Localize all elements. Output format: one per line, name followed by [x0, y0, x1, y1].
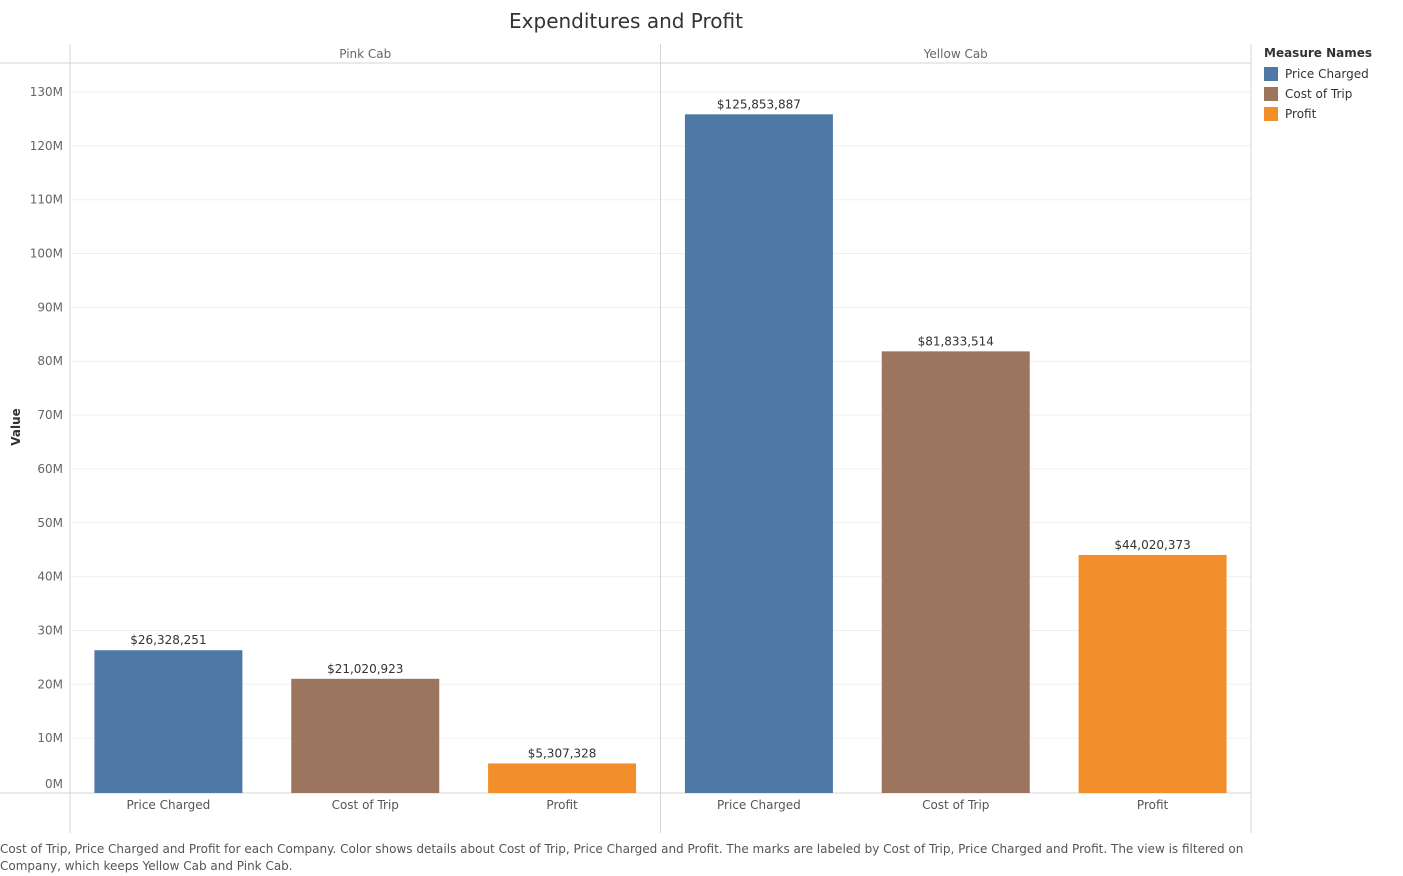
data-label-yellow-cab-cost-of-trip: $81,833,514 — [918, 334, 994, 348]
bar-pink-cab-cost-of-trip — [291, 678, 440, 793]
y-tick-label-20m: 20M — [37, 677, 63, 691]
x-tick-label-pink-cab-price-charged: Price Charged — [127, 798, 211, 812]
x-tick-label-pink-cab-cost-of-trip: Cost of Trip — [332, 798, 399, 812]
data-label-pink-cab-price-charged: $26,328,251 — [130, 633, 206, 647]
y-tick-label-60m: 60M — [37, 462, 63, 476]
y-tick-label-130m: 130M — [30, 85, 63, 99]
x-tick-label-yellow-cab-profit: Profit — [1137, 798, 1169, 812]
y-axis-ticks: 0M 10M 20M 30M 40M 50M 60M 70M 80M 90M 100M 110M 120… — [30, 85, 63, 791]
y-axis-title: Value — [9, 408, 23, 446]
y-tick-label-10m: 10M — [37, 731, 63, 745]
y-tick-label-70m: 70M — [37, 408, 63, 422]
bar-yellow-cab-profit — [1078, 554, 1227, 793]
panel-pink-cab: Pink Cab $26,328,251 Price Charged $21,020,… — [94, 47, 637, 812]
panel-header-pink-cab: Pink Cab — [339, 47, 391, 61]
legend-swatch-price-charged — [1264, 67, 1278, 81]
legend-label-price-charged: Price Charged — [1285, 67, 1369, 81]
chart-caption: Cost of Trip, Price Charged and Profit f… — [0, 842, 1244, 873]
y-tick-label-100m: 100M — [30, 247, 63, 261]
y-tick-label-120m: 120M — [30, 139, 63, 153]
panel-yellow-cab: Yellow Cab $125,853,887 Price Charged $81,8… — [684, 47, 1227, 812]
data-label-pink-cab-profit: $5,307,328 — [528, 746, 597, 760]
legend-swatch-cost-of-trip — [1264, 87, 1278, 101]
data-label-pink-cab-cost-of-trip: $21,020,923 — [327, 662, 403, 676]
y-tick-label-110m: 110M — [30, 193, 63, 207]
bar-pink-cab-price-charged — [94, 650, 243, 793]
bar-pink-cab-profit — [488, 763, 637, 793]
y-tick-label-90m: 90M — [37, 300, 63, 314]
y-tick-label-50m: 50M — [37, 516, 63, 530]
panel-header-yellow-cab: Yellow Cab — [923, 47, 988, 61]
legend: Measure Names Price Charged Cost of Trip… — [1264, 46, 1394, 124]
x-tick-label-yellow-cab-cost-of-trip: Cost of Trip — [922, 798, 989, 812]
legend-item-cost-of-trip[interactable]: Cost of Trip — [1264, 84, 1394, 104]
y-tick-label-30m: 30M — [37, 623, 63, 637]
x-tick-label-pink-cab-profit: Profit — [546, 798, 578, 812]
legend-item-price-charged[interactable]: Price Charged — [1264, 64, 1394, 84]
legend-swatch-profit — [1264, 107, 1278, 121]
legend-label-cost-of-trip: Cost of Trip — [1285, 87, 1353, 101]
legend-item-profit[interactable]: Profit — [1264, 104, 1394, 124]
legend-title: Measure Names — [1264, 46, 1373, 60]
y-tick-label-40m: 40M — [37, 570, 63, 584]
data-label-yellow-cab-price-charged: $125,853,887 — [717, 97, 801, 111]
x-tick-label-yellow-cab-price-charged: Price Charged — [717, 798, 801, 812]
y-tick-label-80m: 80M — [37, 354, 63, 368]
chart-panels: Pink Cab $26,328,251 Price Charged $21,020,… — [94, 47, 1227, 812]
legend-label-profit: Profit — [1285, 107, 1317, 121]
bar-yellow-cab-cost-of-trip — [881, 351, 1030, 793]
y-tick-label-0m: 0M — [45, 777, 63, 791]
data-label-yellow-cab-profit: $44,020,373 — [1114, 538, 1190, 552]
bar-yellow-cab-price-charged — [684, 114, 833, 794]
chart-title: Expenditures and Profit — [509, 9, 743, 33]
